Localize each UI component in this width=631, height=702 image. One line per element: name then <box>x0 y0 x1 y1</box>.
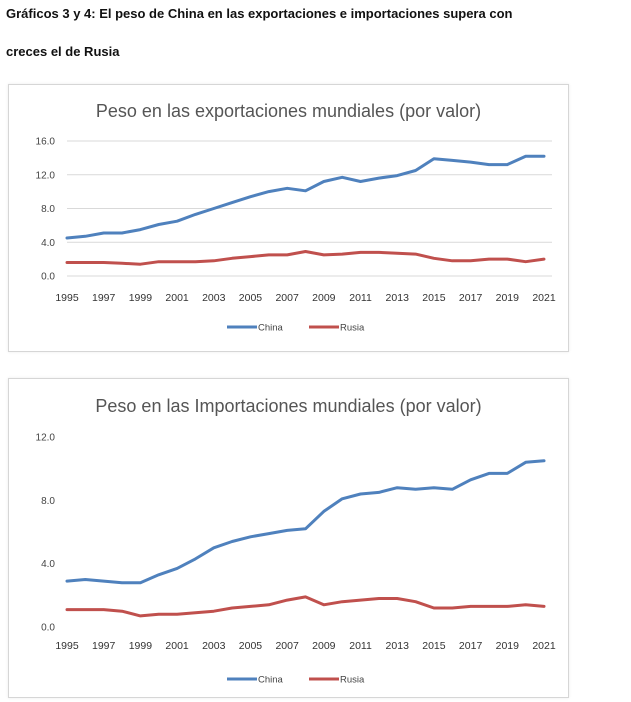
imports-chart-panel: Peso en las Importaciones mundiales (por… <box>8 378 569 698</box>
exports-x-tick-label: 2001 <box>165 292 189 304</box>
exports-x-tick-label: 2017 <box>459 292 483 304</box>
imports-series-china-line <box>65 459 546 585</box>
exports-x-tick-label: 2015 <box>422 292 446 304</box>
exports-y-tick-label: 16.0 <box>36 137 56 148</box>
imports-x-tick-label: 2021 <box>532 640 556 652</box>
imports-legend-rusia-label: Rusia <box>340 675 365 686</box>
exports-series-rusia-line <box>65 250 546 266</box>
imports-y-tick-label: 4.0 <box>41 559 55 570</box>
exports-x-tick-label: 2009 <box>312 292 336 304</box>
heading-line-1: Gráficos 3 y 4: El peso de China en las … <box>6 6 513 21</box>
imports-x-tick-label: 2015 <box>422 640 446 652</box>
imports-x-tick-label: 2001 <box>165 640 189 652</box>
exports-series-china-line <box>65 154 546 240</box>
exports-x-tick-label: 1999 <box>129 292 153 304</box>
exports-x-tick-label: 2019 <box>496 292 520 304</box>
imports-line-chart: Peso en las Importaciones mundiales (por… <box>36 396 556 686</box>
exports-x-tick-label: 1997 <box>92 292 116 304</box>
exports-y-tick-label: 12.0 <box>36 170 56 181</box>
exports-x-tick-label: 2021 <box>532 292 556 304</box>
exports-x-tick-label: 1995 <box>55 292 79 304</box>
imports-x-tick-label: 2003 <box>202 640 226 652</box>
imports-y-tick-label: 0.0 <box>41 623 55 634</box>
imports-chart-title: Peso en las Importaciones mundiales (por… <box>95 396 481 416</box>
exports-chart-title: Peso en las exportaciones mundiales (por… <box>96 101 481 121</box>
imports-y-tick-label: 8.0 <box>41 496 55 507</box>
exports-y-tick-label: 4.0 <box>41 238 55 249</box>
exports-legend-rusia-label: Rusia <box>340 323 365 334</box>
imports-legend-china-label: China <box>258 675 284 686</box>
exports-chart-panel: Peso en las exportaciones mundiales (por… <box>8 84 569 352</box>
heading-line-2: creces el de Rusia <box>6 44 120 59</box>
exports-y-tick-label: 0.0 <box>41 272 55 283</box>
exports-x-tick-label: 2013 <box>386 292 410 304</box>
imports-x-tick-label: 2011 <box>349 640 372 652</box>
imports-series-rusia-line <box>65 595 546 618</box>
imports-y-tick-label: 12.0 <box>36 433 56 444</box>
imports-x-tick-label: 1999 <box>129 640 153 652</box>
imports-x-tick-label: 2019 <box>496 640 520 652</box>
imports-x-tick-label: 2017 <box>459 640 483 652</box>
imports-x-tick-label: 2007 <box>275 640 299 652</box>
imports-x-tick-label: 1997 <box>92 640 116 652</box>
imports-x-tick-label: 2013 <box>386 640 410 652</box>
exports-line-chart: Peso en las exportaciones mundiales (por… <box>36 101 556 334</box>
exports-x-tick-label: 2011 <box>349 292 372 304</box>
exports-x-tick-label: 2007 <box>275 292 299 304</box>
exports-legend-china-label: China <box>258 323 284 334</box>
exports-x-tick-label: 2003 <box>202 292 226 304</box>
exports-x-tick-label: 2005 <box>239 292 263 304</box>
imports-x-tick-label: 2009 <box>312 640 336 652</box>
imports-x-tick-label: 1995 <box>55 640 79 652</box>
imports-x-tick-label: 2005 <box>239 640 263 652</box>
exports-y-tick-label: 8.0 <box>41 204 55 215</box>
